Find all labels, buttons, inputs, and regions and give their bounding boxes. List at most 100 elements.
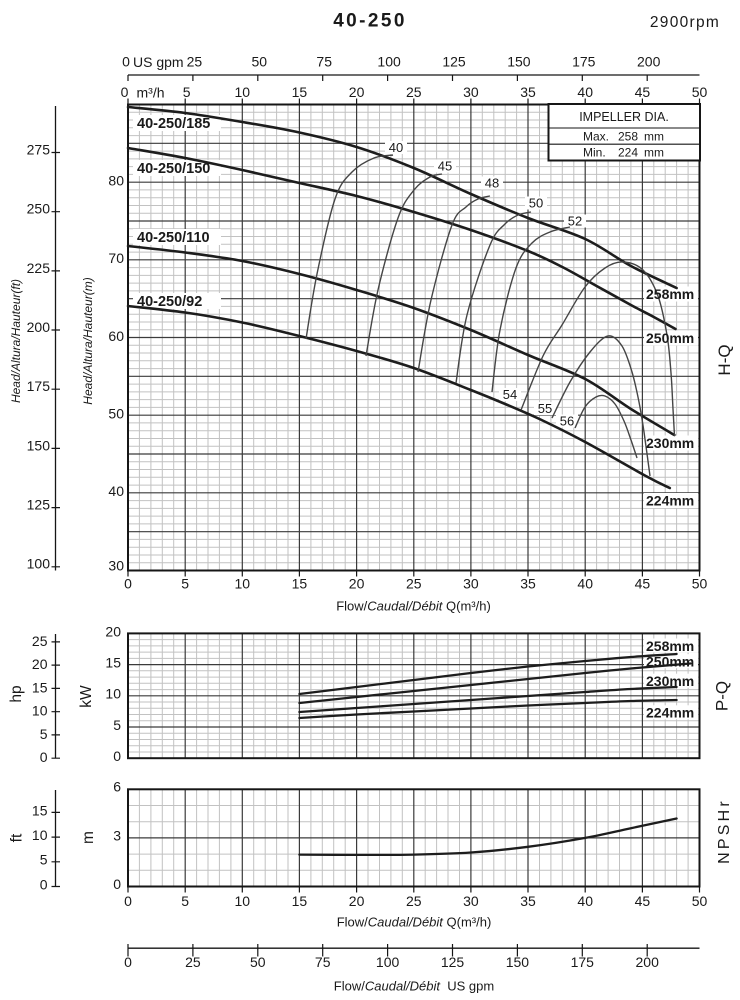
svg-text:25: 25 — [185, 954, 201, 970]
svg-text:40: 40 — [577, 576, 593, 592]
svg-text:30: 30 — [108, 557, 124, 573]
svg-text:60: 60 — [108, 328, 124, 344]
svg-text:40: 40 — [389, 140, 403, 155]
svg-text:35: 35 — [520, 893, 536, 909]
svg-text:150: 150 — [27, 437, 51, 453]
svg-text:125: 125 — [441, 954, 465, 970]
svg-text:45: 45 — [635, 893, 651, 909]
svg-text:50: 50 — [529, 196, 543, 211]
svg-text:75: 75 — [316, 54, 332, 70]
svg-text:US gpm: US gpm — [133, 54, 184, 70]
svg-text:40-250: 40-250 — [333, 11, 407, 32]
svg-text:30: 30 — [463, 893, 479, 909]
svg-text:6: 6 — [113, 779, 121, 795]
svg-text:10: 10 — [235, 84, 251, 100]
svg-text:10: 10 — [235, 576, 251, 592]
svg-text:258mm: 258mm — [646, 638, 694, 654]
svg-text:75: 75 — [315, 954, 331, 970]
svg-text:10: 10 — [235, 893, 251, 909]
svg-text:15: 15 — [292, 576, 308, 592]
svg-text:P-Q: P-Q — [713, 681, 732, 711]
svg-text:40-250/92: 40-250/92 — [137, 294, 202, 310]
svg-text:200: 200 — [637, 54, 661, 70]
svg-text:15: 15 — [292, 893, 308, 909]
svg-text:125: 125 — [27, 497, 51, 513]
svg-text:55: 55 — [538, 401, 552, 416]
svg-text:Max.258mm: Max. 258 mm — [583, 130, 664, 144]
svg-text:5: 5 — [183, 84, 191, 100]
svg-text:0: 0 — [124, 954, 132, 970]
svg-text:50: 50 — [692, 84, 708, 100]
svg-text:15: 15 — [32, 802, 48, 818]
svg-text:m: m — [80, 831, 97, 844]
svg-text:80: 80 — [108, 173, 124, 189]
svg-text:IMPELLER DIA.: IMPELLER DIA. — [579, 110, 669, 124]
svg-text:150: 150 — [507, 54, 531, 70]
svg-text:56: 56 — [560, 414, 574, 429]
svg-text:H-Q: H-Q — [715, 344, 734, 375]
svg-text:35: 35 — [520, 576, 536, 592]
svg-text:25: 25 — [406, 576, 422, 592]
svg-text:5: 5 — [40, 726, 48, 742]
svg-text:48: 48 — [485, 176, 499, 191]
svg-text:50: 50 — [252, 54, 268, 70]
svg-text:10: 10 — [32, 827, 48, 843]
svg-text:0: 0 — [40, 749, 48, 765]
svg-text:25: 25 — [187, 54, 203, 70]
svg-text:0: 0 — [122, 54, 130, 70]
svg-text:m³/h: m³/h — [137, 85, 165, 101]
svg-text:30: 30 — [463, 576, 479, 592]
svg-text:175: 175 — [27, 378, 51, 394]
svg-text:40: 40 — [108, 483, 124, 499]
svg-text:35: 35 — [520, 84, 536, 100]
svg-text:15: 15 — [105, 655, 121, 671]
svg-text:Min.224mm: Min. 224 mm — [583, 146, 664, 160]
svg-text:15: 15 — [292, 84, 308, 100]
svg-text:NPSHr: NPSHr — [716, 798, 733, 864]
svg-text:10: 10 — [105, 686, 121, 702]
svg-text:25: 25 — [406, 893, 422, 909]
svg-text:224mm: 224mm — [646, 493, 694, 509]
svg-text:15: 15 — [32, 679, 48, 695]
svg-text:125: 125 — [442, 54, 466, 70]
svg-text:20: 20 — [32, 656, 48, 672]
svg-text:30: 30 — [463, 84, 479, 100]
svg-text:0: 0 — [124, 893, 132, 909]
svg-text:20: 20 — [349, 893, 365, 909]
svg-text:50: 50 — [692, 893, 708, 909]
svg-text:Flow/Caudal/Débit US gpm: Flow/Caudal/Débit US gpm — [334, 979, 494, 994]
svg-text:100: 100 — [377, 54, 401, 70]
svg-text:5: 5 — [113, 717, 121, 733]
svg-text:ft: ft — [9, 833, 26, 842]
svg-text:25: 25 — [32, 633, 48, 649]
svg-text:175: 175 — [571, 954, 595, 970]
svg-text:5: 5 — [181, 893, 189, 909]
svg-text:40-250/150: 40-250/150 — [137, 161, 210, 177]
svg-text:Head/Altura/Hauteur(ft): Head/Altura/Hauteur(ft) — [9, 279, 23, 403]
svg-text:50: 50 — [250, 954, 266, 970]
svg-text:0: 0 — [113, 876, 121, 892]
svg-text:hp: hp — [8, 685, 25, 702]
svg-text:200: 200 — [636, 954, 660, 970]
svg-text:Head/Altura/Hauteur(m): Head/Altura/Hauteur(m) — [81, 277, 95, 404]
svg-text:150: 150 — [506, 954, 530, 970]
svg-text:2900rpm: 2900rpm — [650, 14, 720, 31]
svg-text:100: 100 — [376, 954, 400, 970]
svg-text:5: 5 — [181, 576, 189, 592]
svg-text:250mm: 250mm — [646, 654, 694, 670]
svg-text:200: 200 — [27, 319, 51, 335]
svg-text:10: 10 — [32, 703, 48, 719]
svg-text:20: 20 — [105, 623, 121, 639]
svg-text:25: 25 — [406, 84, 422, 100]
svg-text:40: 40 — [577, 893, 593, 909]
svg-text:40-250/185: 40-250/185 — [137, 116, 210, 132]
svg-text:Flow/Caudal/Débit Q(m³/h): Flow/Caudal/Débit Q(m³/h) — [336, 599, 491, 614]
svg-text:258mm: 258mm — [646, 286, 694, 302]
svg-text:45: 45 — [438, 159, 452, 174]
svg-text:20: 20 — [349, 576, 365, 592]
svg-text:45: 45 — [635, 576, 651, 592]
svg-text:50: 50 — [108, 406, 124, 422]
svg-text:0: 0 — [40, 876, 48, 892]
svg-text:0: 0 — [124, 576, 132, 592]
svg-text:3: 3 — [113, 827, 121, 843]
